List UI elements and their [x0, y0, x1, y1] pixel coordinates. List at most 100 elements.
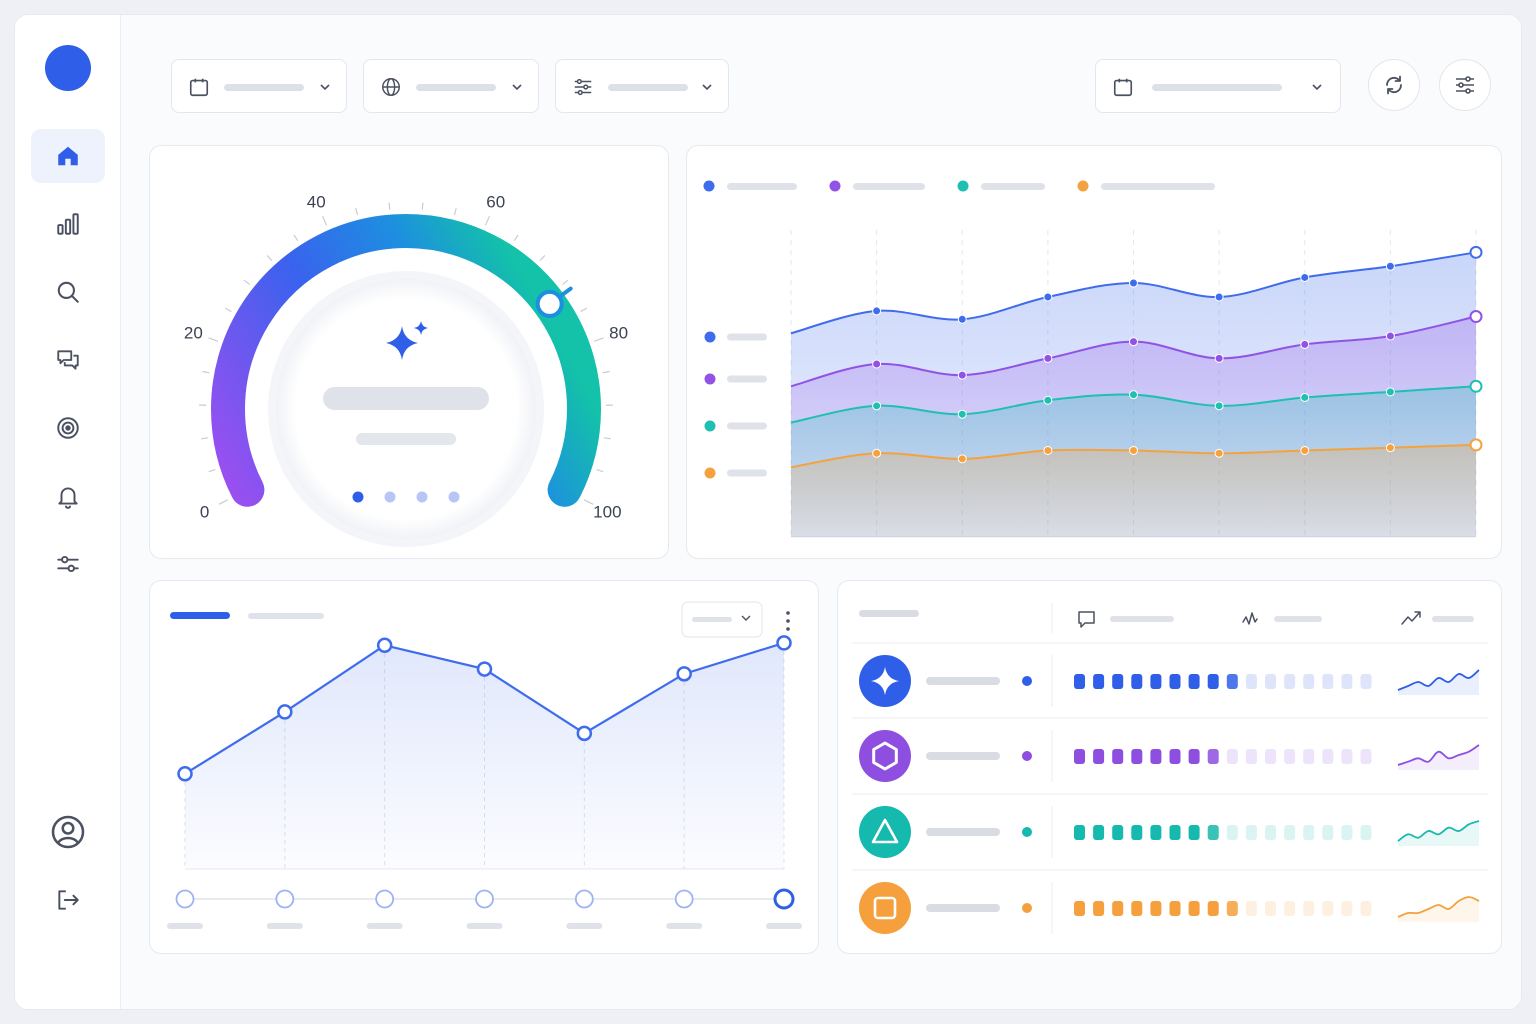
timeline-node[interactable]	[275, 889, 295, 909]
data-point[interactable]	[1214, 353, 1224, 363]
data-point[interactable]	[1129, 390, 1138, 400]
legend-dot[interactable]	[704, 373, 716, 385]
gauge-handle[interactable]	[535, 289, 564, 318]
metrics-table-card	[837, 580, 1502, 954]
data-point[interactable]	[1300, 445, 1310, 455]
legend-dot[interactable]	[829, 180, 841, 192]
pagination-dot[interactable]	[448, 491, 460, 503]
gauge-tick	[202, 370, 210, 374]
data-point[interactable]	[1385, 261, 1395, 271]
timeline-node[interactable]	[674, 889, 694, 909]
data-point[interactable]	[1043, 445, 1053, 455]
timeline-node[interactable]	[375, 889, 395, 909]
nav-analytics[interactable]	[31, 197, 105, 251]
date-range-dropdown[interactable]	[1095, 59, 1341, 113]
table-row[interactable]	[852, 793, 1488, 858]
data-point[interactable]	[957, 409, 967, 419]
data-point[interactable]	[576, 725, 593, 742]
data-point[interactable]	[1129, 445, 1138, 455]
data-point[interactable]	[1043, 395, 1053, 405]
data-point[interactable]	[1469, 310, 1483, 324]
gauge-marker[interactable]	[535, 286, 573, 318]
timeline-node[interactable]	[475, 889, 494, 909]
data-point[interactable]	[1300, 272, 1310, 282]
pagination-dot[interactable]	[352, 491, 364, 503]
column-header-placeholder	[1432, 616, 1474, 622]
data-point[interactable]	[957, 370, 967, 380]
options-filter-dropdown[interactable]	[555, 59, 729, 113]
globe-icon	[382, 78, 400, 96]
progress-segment	[1303, 825, 1315, 840]
pagination-dot[interactable]	[384, 491, 396, 503]
stacked-area-chart	[703, 180, 1483, 538]
data-point[interactable]	[1469, 245, 1483, 259]
data-point[interactable]	[1469, 379, 1483, 393]
row-avatar	[859, 730, 911, 782]
tab-active[interactable]	[170, 612, 230, 619]
gauge-tick-label: 20	[184, 323, 203, 342]
legend-dot[interactable]	[957, 180, 969, 192]
data-point[interactable]	[872, 359, 882, 369]
table-row[interactable]	[852, 642, 1488, 707]
data-point[interactable]	[1043, 353, 1053, 363]
region-filter-dropdown[interactable]	[363, 59, 539, 113]
legend-dot[interactable]	[1077, 180, 1089, 192]
data-point[interactable]	[277, 704, 293, 720]
data-point[interactable]	[676, 666, 692, 682]
timeline-node[interactable]	[574, 889, 594, 909]
data-point[interactable]	[872, 401, 882, 411]
date-filter-dropdown[interactable]	[171, 59, 347, 113]
data-point[interactable]	[957, 454, 967, 464]
data-point[interactable]	[1300, 392, 1310, 402]
legend-label-placeholder	[727, 422, 767, 430]
refresh-button[interactable]	[1368, 59, 1420, 111]
table-row[interactable]	[852, 869, 1488, 934]
filter-settings-button[interactable]	[1439, 59, 1491, 111]
logo[interactable]	[45, 45, 91, 91]
more-options-icon[interactable]	[786, 611, 790, 631]
nav-messages[interactable]	[31, 333, 105, 387]
nav-profile[interactable]	[31, 805, 105, 859]
legend-dot[interactable]	[703, 180, 715, 192]
data-point[interactable]	[476, 661, 493, 677]
legend-label-placeholder	[853, 183, 925, 190]
data-point[interactable]	[957, 314, 967, 324]
data-point[interactable]	[177, 766, 193, 782]
nav-logout[interactable]	[31, 873, 105, 927]
row-label-placeholder	[926, 677, 1000, 685]
pagination-dots[interactable]	[352, 491, 460, 503]
legend-dot[interactable]	[704, 420, 716, 432]
progress-segment	[1169, 749, 1181, 764]
data-point[interactable]	[1385, 387, 1395, 397]
timeline-node[interactable]	[175, 889, 195, 909]
nav-goals[interactable]	[31, 401, 105, 455]
data-point[interactable]	[1385, 443, 1395, 453]
data-point[interactable]	[376, 637, 393, 654]
data-point[interactable]	[1214, 292, 1224, 302]
progress-segment	[1265, 901, 1276, 916]
data-point[interactable]	[1129, 278, 1138, 288]
data-point[interactable]	[1129, 337, 1138, 347]
data-point[interactable]	[872, 448, 882, 458]
nav-search[interactable]	[31, 265, 105, 319]
data-point[interactable]	[1300, 339, 1310, 349]
table-row[interactable]	[852, 717, 1488, 782]
pagination-dot[interactable]	[416, 491, 428, 503]
tab-inactive[interactable]	[248, 613, 324, 619]
data-point[interactable]	[1385, 331, 1395, 341]
data-point[interactable]	[1469, 438, 1483, 452]
gauge-tick	[539, 255, 546, 262]
nav-settings[interactable]	[31, 537, 105, 591]
data-point[interactable]	[872, 306, 882, 316]
data-point[interactable]	[1214, 401, 1224, 411]
data-point[interactable]	[1214, 448, 1224, 458]
timeline-node[interactable]	[773, 888, 795, 910]
data-point[interactable]	[1043, 292, 1053, 302]
nav-notifications[interactable]	[31, 469, 105, 523]
legend-dot[interactable]	[704, 331, 716, 343]
nav-home[interactable]	[31, 129, 105, 183]
period-select[interactable]	[681, 601, 763, 638]
legend-dot[interactable]	[704, 467, 716, 479]
data-point[interactable]	[776, 635, 792, 651]
sparkle-icon	[871, 667, 899, 695]
